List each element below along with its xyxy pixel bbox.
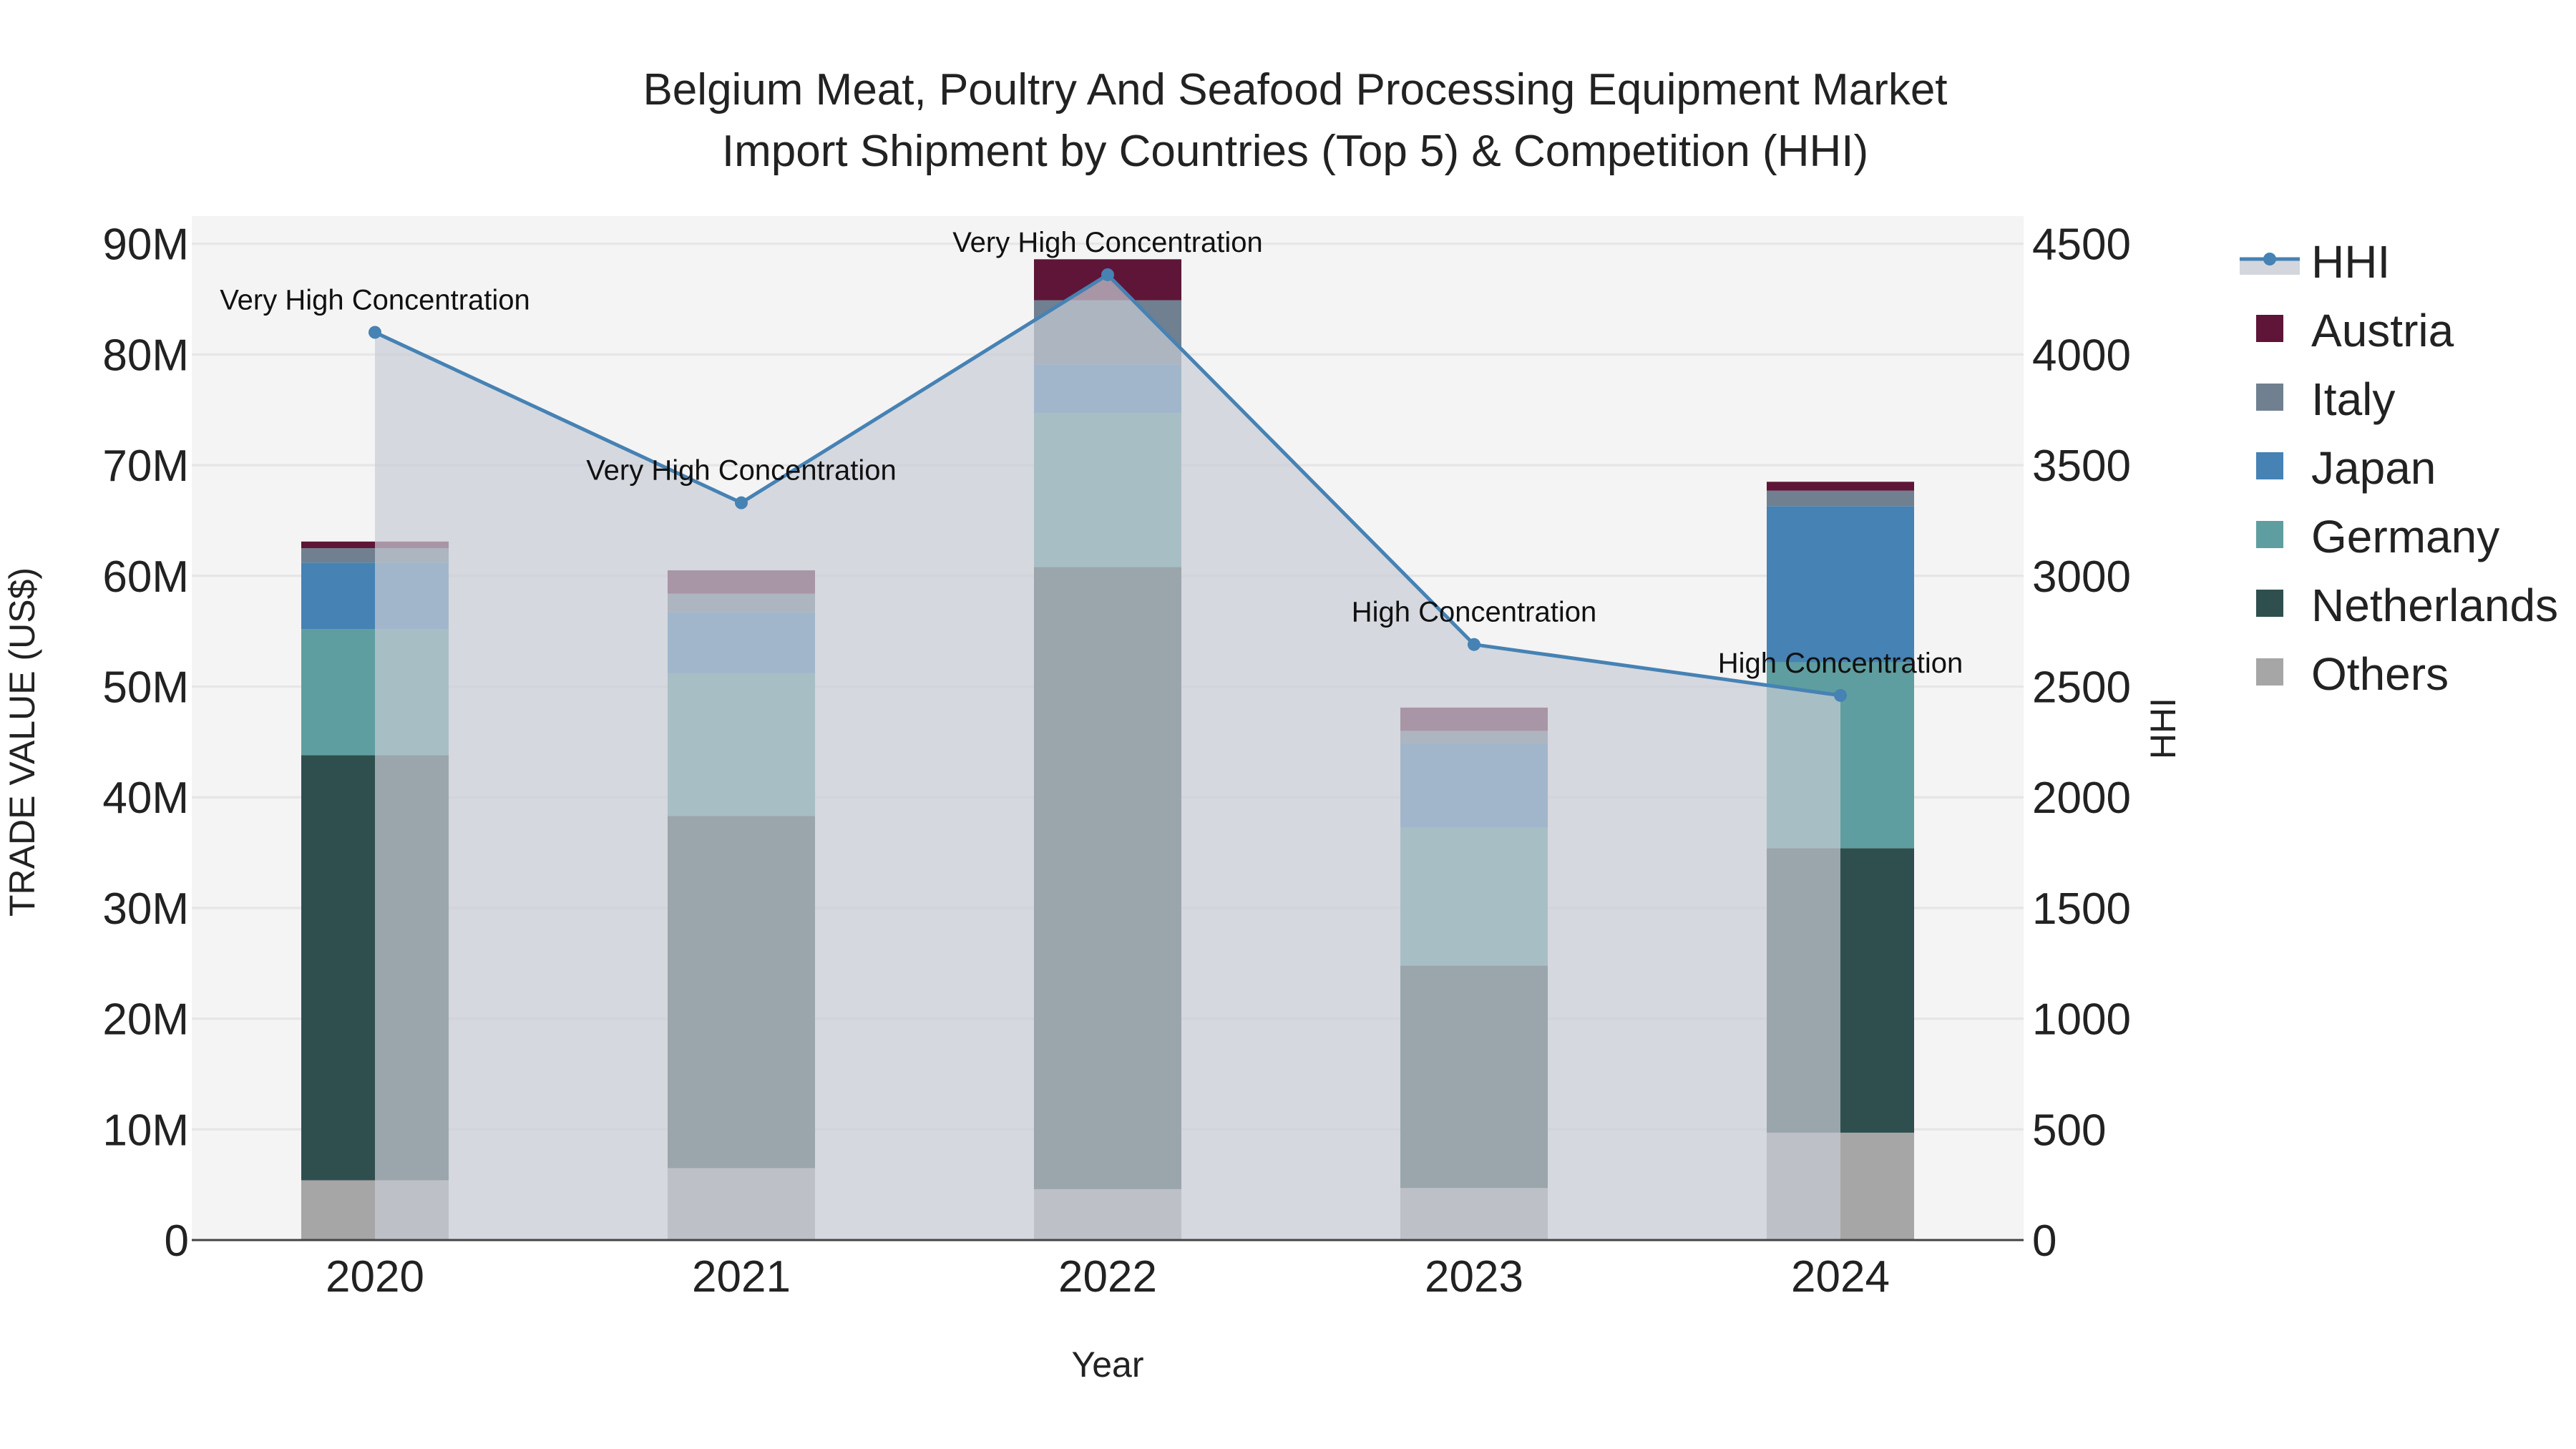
y-tick-label-40M: 40M: [102, 774, 189, 823]
legend-item-germany: Germany: [2256, 511, 2499, 562]
y-tick-label-60M: 60M: [102, 552, 189, 602]
legend-swatch-austria: [2256, 315, 2283, 342]
legend-swatch-others: [2256, 658, 2283, 686]
x-tick-label-2023: 2023: [1425, 1252, 1523, 1302]
legend: HHI Austria Italy Japan Germany Netherlands Ot…: [2240, 236, 2558, 700]
y2-tick-label-500: 500: [2032, 1106, 2106, 1155]
y-tick-label-80M: 80M: [102, 331, 189, 380]
y2-tick-label-1500: 1500: [2032, 884, 2131, 934]
y2-tick-label-0: 0: [2032, 1216, 2057, 1266]
hhi-annotation-2024: High Concentration: [1718, 648, 1963, 679]
legend-swatch-hhi-marker: [2263, 253, 2276, 265]
hhi-area: [375, 274, 1840, 1240]
y-tick-label-0: 0: [165, 1216, 189, 1266]
hhi-point-2023: [1468, 638, 1480, 651]
chart-title-line-2: Import Shipment by Countries (Top 5) & C…: [722, 127, 1868, 176]
x-axis-title: Year: [1071, 1345, 1143, 1385]
bar-japan-2024: [1767, 506, 1914, 663]
y2-tick-label-1000: 1000: [2032, 995, 2131, 1045]
y2-tick-label-2500: 2500: [2032, 663, 2131, 712]
hhi-annotation-2023: High Concentration: [1352, 597, 1596, 628]
legend-item-austria: Austria: [2256, 305, 2454, 356]
hhi-annotation-2022: Very High Concentration: [952, 227, 1263, 258]
legend-swatch-hhi-area: [2240, 259, 2300, 275]
hhi-point-2021: [735, 496, 748, 509]
legend-label-austria: Austria: [2311, 305, 2454, 356]
y-tick-label-30M: 30M: [102, 884, 189, 934]
legend-swatch-netherlands: [2256, 590, 2283, 617]
legend-item-hhi: HHI: [2240, 236, 2390, 288]
hhi-point-2022: [1101, 268, 1114, 281]
bar-austria-2024: [1767, 482, 1914, 491]
legend-label-japan: Japan: [2311, 442, 2436, 494]
y2-tick-label-4500: 4500: [2032, 220, 2131, 270]
x-tick-label-2022: 2022: [1058, 1252, 1157, 1302]
x-tick-label-2021: 2021: [692, 1252, 791, 1302]
y2-tick-label-4000: 4000: [2032, 331, 2131, 380]
hhi-annotation-2020: Very High Concentration: [220, 284, 530, 316]
y-tick-label-70M: 70M: [102, 441, 189, 491]
legend-item-others: Others: [2256, 648, 2449, 700]
legend-label-germany: Germany: [2311, 511, 2499, 562]
plot-area: Very High Concentration Very High Concent…: [102, 216, 2131, 1302]
legend-swatch-germany: [2256, 521, 2283, 548]
y-tick-label-20M: 20M: [102, 995, 189, 1045]
legend-label-hhi: HHI: [2311, 236, 2390, 288]
bar-italy-2024: [1767, 490, 1914, 507]
y2-tick-label-3500: 3500: [2032, 441, 2131, 491]
y-tick-label-50M: 50M: [102, 663, 189, 712]
x-tick-label-2020: 2020: [326, 1252, 424, 1302]
legend-item-italy: Italy: [2256, 374, 2395, 425]
legend-label-italy: Italy: [2311, 374, 2395, 425]
y2-tick-label-3000: 3000: [2032, 552, 2131, 602]
legend-label-others: Others: [2311, 648, 2449, 700]
y2-axis-title: HHI: [2143, 698, 2183, 759]
y-tick-label-10M: 10M: [102, 1106, 189, 1155]
hhi-point-2024: [1834, 688, 1847, 702]
legend-item-japan: Japan: [2256, 442, 2436, 494]
legend-item-netherlands: Netherlands: [2256, 580, 2558, 631]
y-axis-title: TRADE VALUE (US$): [2, 567, 42, 917]
y2-tick-label-2000: 2000: [2032, 774, 2131, 823]
chart-title-line-1: Belgium Meat, Poultry And Seafood Proces…: [643, 65, 1947, 114]
legend-label-netherlands: Netherlands: [2311, 580, 2558, 631]
x-tick-label-2024: 2024: [1791, 1252, 1890, 1302]
hhi-annotation-2021: Very High Concentration: [586, 455, 897, 487]
hhi-point-2020: [369, 326, 381, 339]
legend-swatch-japan: [2256, 452, 2283, 479]
legend-swatch-italy: [2256, 384, 2283, 411]
y-tick-label-90M: 90M: [102, 220, 189, 270]
